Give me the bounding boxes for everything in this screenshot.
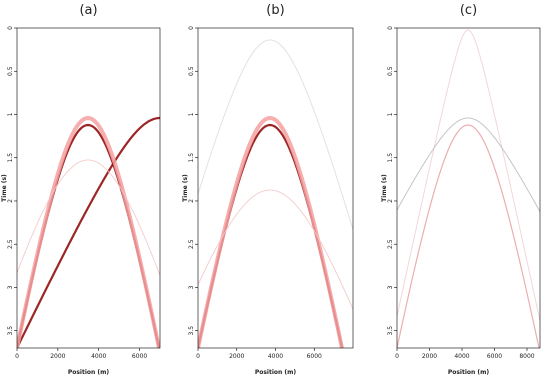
x-tick-label: 4000 xyxy=(91,353,106,360)
y-tick-label: 3 xyxy=(7,285,14,289)
y-tick-label: 3.5 xyxy=(7,326,14,336)
x-tick-label: 0 xyxy=(15,353,19,360)
panel-title: (b) xyxy=(266,3,284,18)
wavefront xyxy=(397,124,540,348)
y-tick-label: 2 xyxy=(188,199,195,203)
panel: (b) 0 2000 4000 6000 0 0.5 1 1.5 2 2.5 3 3.5 Position… xyxy=(182,3,354,376)
wavefield xyxy=(17,115,160,348)
y-tick-label: 1 xyxy=(387,112,394,116)
y-tick-label: 1.5 xyxy=(7,153,14,163)
y-axis-label: Time (s) xyxy=(1,174,8,202)
panel-title: (c) xyxy=(460,3,477,18)
y-tick-label: 2 xyxy=(7,199,14,203)
x-tick-label: 2000 xyxy=(422,353,437,360)
y-tick-label: 0 xyxy=(188,26,195,30)
x-tick-label: 0 xyxy=(196,353,200,360)
wavefield xyxy=(397,29,540,348)
wavefront xyxy=(198,189,353,310)
plot-frame xyxy=(16,27,161,349)
x-tick-label: 6000 xyxy=(132,353,147,360)
x-tick-label: 2000 xyxy=(229,353,244,360)
y-tick-label: 1 xyxy=(188,112,195,116)
wavefront xyxy=(17,115,160,348)
y-tick-label: 0.5 xyxy=(7,66,14,76)
wavefront xyxy=(198,39,353,230)
x-tick-label: 6000 xyxy=(487,353,502,360)
wavefield xyxy=(198,39,353,348)
panel: (c) 0 2000 4000 6000 8000 0 0.5 1 1.5 2 2.5 3 3.5 Posi… xyxy=(381,3,541,376)
y-tick-label: 0 xyxy=(7,26,14,30)
panel: (a) 0 2000 4000 6000 0 0.5 1 1.5 2 2.5 3 3.5 Position… xyxy=(1,3,161,376)
x-axis-label: Position (m) xyxy=(255,369,297,376)
y-tick-label: 2.5 xyxy=(7,239,14,249)
wavefront xyxy=(17,116,160,348)
x-axis-label: Position (m) xyxy=(68,369,110,376)
x-tick-label: 2000 xyxy=(50,353,65,360)
y-tick-label: 0.5 xyxy=(387,66,394,76)
y-tick-label: 3 xyxy=(188,285,195,289)
y-tick-label: 3.5 xyxy=(188,326,195,336)
y-axis-label: Time (s) xyxy=(381,174,388,202)
x-axis-label: Position (m) xyxy=(448,369,490,376)
y-axis-label: Time (s) xyxy=(182,174,189,202)
x-tick-label: 0 xyxy=(395,353,399,360)
x-tick-label: 4000 xyxy=(454,353,469,360)
plot-frame xyxy=(396,27,541,349)
y-tick-label: 2.5 xyxy=(188,239,195,249)
y-tick-label: 0 xyxy=(387,26,394,30)
wavefront xyxy=(198,115,344,348)
wavefront xyxy=(397,117,540,213)
panel-title: (a) xyxy=(79,3,97,18)
wavefront xyxy=(17,123,160,348)
y-tick-label: 2.5 xyxy=(387,239,394,249)
x-tick-label: 4000 xyxy=(268,353,283,360)
y-tick-label: 1.5 xyxy=(387,153,394,163)
y-tick-label: 3.5 xyxy=(387,326,394,336)
y-tick-label: 2 xyxy=(387,199,394,203)
x-tick-label: 6000 xyxy=(307,353,322,360)
wavefront xyxy=(198,123,344,348)
x-tick-label: 8000 xyxy=(519,353,534,360)
y-tick-label: 1.5 xyxy=(188,153,195,163)
wavefront xyxy=(17,159,160,276)
y-tick-label: 3 xyxy=(387,285,394,289)
y-tick-label: 0.5 xyxy=(188,66,195,76)
y-tick-label: 1 xyxy=(7,112,14,116)
wavefront xyxy=(397,29,540,321)
